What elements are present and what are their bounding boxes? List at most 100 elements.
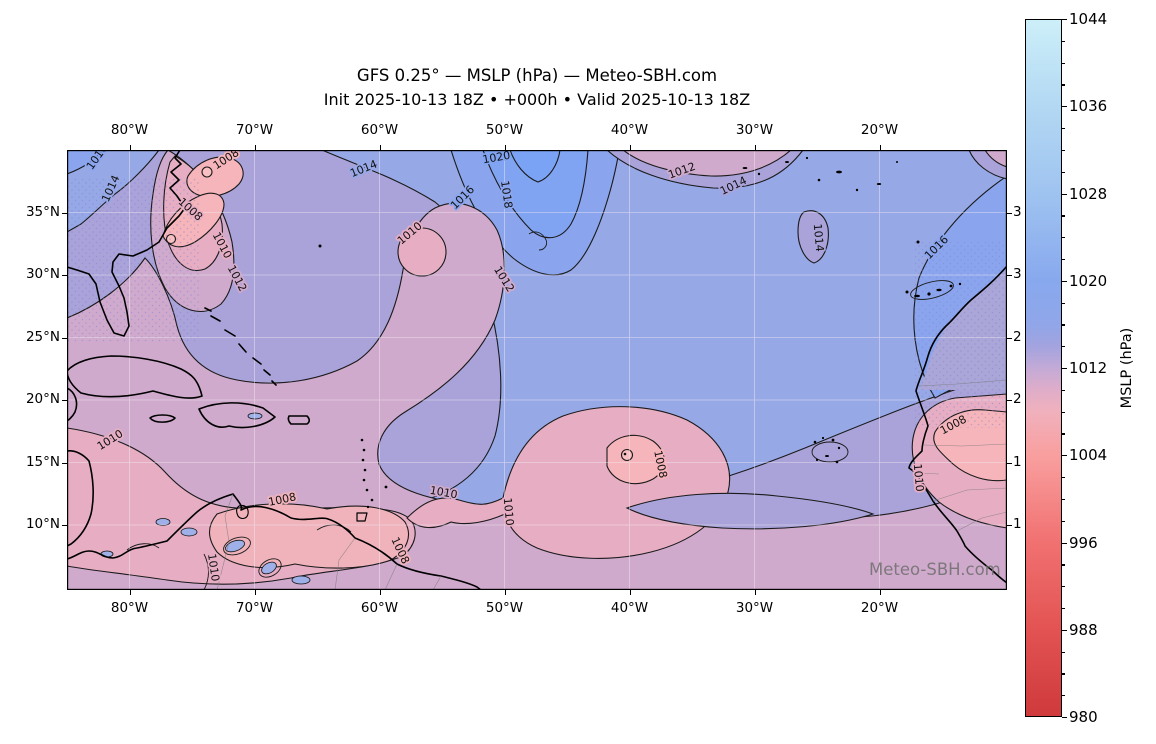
colorbar-tick (1062, 237, 1065, 239)
colorbar-tick (1062, 695, 1065, 697)
lon-tick-label-bottom: 50°W (485, 600, 524, 616)
minor-contours (126, 231, 954, 590)
us-low-center-a (201, 166, 213, 178)
colorbar-tick-label: 1044 (1069, 10, 1108, 28)
axis-tick (62, 400, 67, 402)
lat-tick-label-right-clipped: 1 (1013, 516, 1022, 532)
axis-tick (62, 337, 67, 339)
closed-1014-contour (797, 210, 829, 264)
axis-tick (254, 145, 256, 150)
colorbar-tick-label: 980 (1069, 708, 1098, 726)
lat-tick-label-left: 10°N (25, 516, 60, 532)
lat-tick-label-left: 15°N (25, 453, 60, 470)
colorbar-tick (1062, 62, 1065, 64)
axis-tick (1007, 337, 1012, 339)
lon-tick-label-top: 40°W (610, 122, 649, 138)
axis-tick (754, 590, 756, 595)
colorbar-tick-label: 988 (1069, 620, 1098, 639)
band-1010-1012-ne (984, 150, 1007, 168)
stipple-africa (915, 242, 1007, 428)
axis-tick (129, 145, 131, 150)
south-america-coast (67, 493, 482, 590)
central-low-1010 (397, 227, 447, 277)
axis-tick (1007, 462, 1012, 464)
colorbar-tick (1062, 128, 1065, 130)
axis-tick (129, 590, 131, 595)
lat-tick-label-left: 30°N (25, 266, 60, 282)
axis-tick (504, 145, 506, 150)
colorbar-tick (1062, 717, 1067, 719)
axis-tick (879, 145, 881, 150)
contour-label: 1010 (911, 463, 926, 492)
colorbar-tick (1062, 520, 1065, 522)
axis-tick (504, 590, 506, 595)
colorbar-tick (1062, 106, 1067, 108)
jamaica (149, 414, 176, 423)
colorbar-tick-label: 996 (1069, 533, 1098, 552)
lat-tick-label-left: 25°N (25, 328, 60, 345)
colorbar-tick (1062, 324, 1065, 326)
coastlines (67, 150, 1007, 590)
hispaniola (198, 402, 276, 429)
colorbar-tick-label: 1004 (1069, 446, 1108, 465)
colorbar-tick (1062, 40, 1065, 42)
axis-tick (1007, 275, 1012, 277)
terrain-high-specks (100, 412, 311, 585)
colorbar-tick (1062, 19, 1067, 21)
axis-tick (879, 590, 881, 595)
cuba (67, 355, 203, 399)
colorbar-tick (1062, 368, 1067, 370)
contour-label: 1010 (205, 553, 222, 583)
lat-tick-label-right-clipped: 2 (1013, 391, 1022, 407)
colorbar-tick (1062, 411, 1065, 413)
colorbar-tick-label: 1036 (1069, 97, 1108, 116)
colorbar-tick (1062, 193, 1067, 195)
lon-tick-label-bottom: 40°W (610, 600, 649, 616)
axis-tick (379, 145, 381, 150)
contour-label: 1014 (811, 223, 826, 252)
lon-tick-label-top: 80°W (110, 122, 149, 138)
axis-tick (1007, 525, 1012, 527)
colorbar-tick (1062, 477, 1065, 479)
colorbar-tick (1062, 346, 1065, 348)
lon-tick-label-top: 20°W (860, 122, 899, 138)
venezuela-1008 (208, 503, 409, 569)
colorbar-axis-label: MSLP (hPa) (1119, 327, 1135, 409)
watermark: Meteo-SBH.com (869, 560, 1001, 579)
central-america-coast (67, 450, 94, 547)
colorbar-tick (1062, 564, 1065, 566)
colorbar-tick (1062, 651, 1065, 653)
band-1010-1012-corner (622, 150, 792, 177)
colorbar-tick (1062, 84, 1065, 86)
tropical-low-center (620, 448, 634, 462)
chart-title: GFS 0.25° — MSLP (hPa) — Meteo-SBH.com (356, 66, 718, 85)
axis-tick (1007, 400, 1012, 402)
lat-tick-label-right-clipped: 3 (1013, 203, 1022, 220)
colorbar-tick (1062, 280, 1067, 282)
axis-tick (379, 590, 381, 595)
colorbar-tick (1062, 673, 1065, 675)
lon-tick-label-bottom: 60°W (360, 600, 399, 616)
axis-tick (754, 145, 756, 150)
bermuda (318, 244, 322, 248)
purple-wedge-south (625, 492, 875, 530)
axis-tick (62, 212, 67, 214)
colorbar-tick (1062, 258, 1065, 261)
colorbar-tick (1062, 215, 1065, 217)
colorbar-tick-label: 1020 (1069, 271, 1108, 290)
lon-tick-label-top: 60°W (360, 122, 399, 138)
lat-tick-label-left: 20°N (25, 391, 60, 407)
map-border (67, 150, 1007, 590)
lon-tick-label-top: 50°W (485, 122, 524, 138)
axis-tick (1007, 212, 1012, 214)
lon-tick-label-bottom: 30°W (735, 600, 774, 616)
contour-label: 1018 (498, 180, 515, 210)
lon-tick-label-bottom: 70°W (235, 600, 274, 616)
colorbar-tick (1062, 629, 1067, 631)
madeira (916, 240, 920, 244)
colorbar-tick (1062, 433, 1065, 435)
contour-label: 1010 (501, 497, 516, 526)
